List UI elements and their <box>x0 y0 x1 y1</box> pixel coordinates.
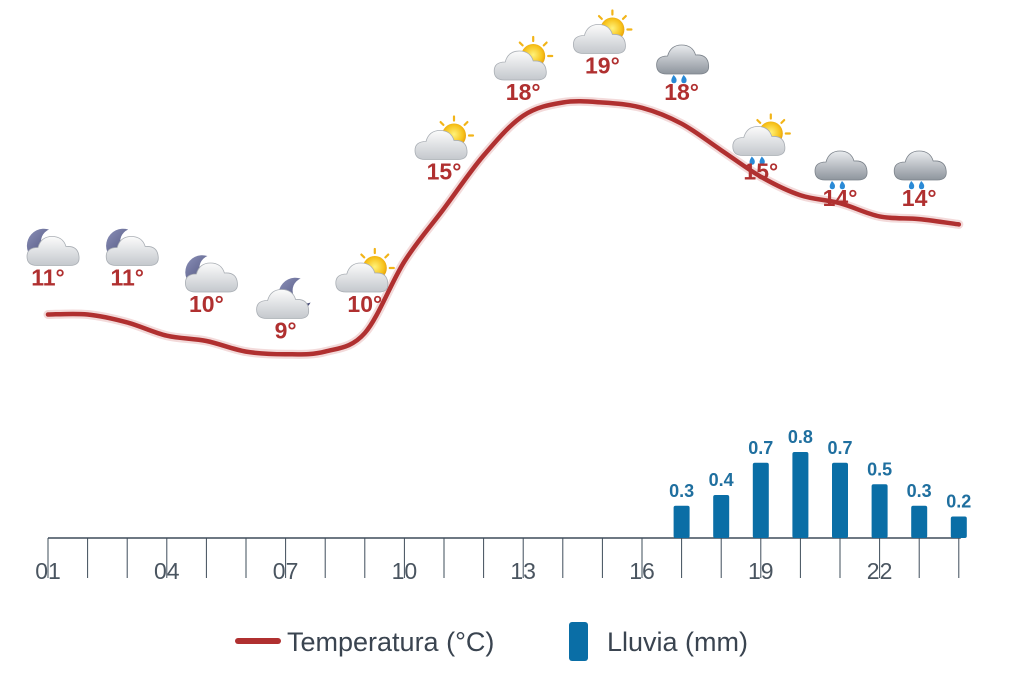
rain-bar <box>832 462 848 538</box>
temperature-label: 14° <box>902 185 937 211</box>
x-tick-label: 13 <box>510 558 536 584</box>
sun-cloud-icon <box>494 35 554 80</box>
temperature-label: 11° <box>31 265 65 291</box>
rain-bar <box>752 462 769 538</box>
temperature-label: 9° <box>275 318 297 344</box>
x-tick-label: 07 <box>273 558 299 584</box>
rain-bars: 0.3 0.4 0.7 0.8 0.7 0.5 0.3 0.2 <box>669 427 971 538</box>
temperature-label: 18° <box>664 79 699 105</box>
rain-cloud-icon <box>815 151 867 190</box>
temperature-label: 15° <box>743 159 778 185</box>
temperature-label: 19° <box>585 53 620 79</box>
rain-bar-label: 0.5 <box>867 459 892 479</box>
temperature-label: 11° <box>110 265 144 291</box>
x-tick-label: 10 <box>392 558 418 584</box>
rain-bar <box>871 484 888 538</box>
legend-rain-swatch <box>569 622 588 661</box>
temperature-line-glow <box>43 96 964 359</box>
temperature-label: 14° <box>823 185 858 211</box>
rain-bar <box>792 452 809 538</box>
x-tick-label: 01 <box>35 558 61 584</box>
x-axis: 01 04 07 10 13 16 19 22 <box>35 537 961 584</box>
x-tick-label: 19 <box>748 558 774 584</box>
temperature-line <box>45 99 962 357</box>
legend: Temperatura (°C) Lluvia (mm) <box>235 622 748 661</box>
legend-rain-label: Lluvia (mm) <box>607 627 748 657</box>
rain-bar-label: 0.8 <box>788 427 813 447</box>
x-tick-label: 04 <box>154 558 180 584</box>
temperature-label: 10° <box>189 291 224 317</box>
sun-cloud-icon <box>336 247 395 292</box>
moon-cloud-icon <box>106 228 158 266</box>
rain-bar-label: 0.3 <box>907 481 932 501</box>
sun-cloud-icon <box>573 9 633 54</box>
moon-cloud-icon <box>185 255 237 292</box>
legend-temperature-label: Temperatura (°C) <box>287 627 494 657</box>
rain-bar-label: 0.2 <box>946 492 971 512</box>
cloud-moon-icon <box>257 277 311 319</box>
temperature-line-group <box>43 96 964 359</box>
rain-bar <box>713 495 730 538</box>
rain-cloud-icon <box>657 45 709 84</box>
rain-bar <box>950 516 967 538</box>
x-tick-label: 22 <box>867 558 893 584</box>
rain-bar-label: 0.7 <box>748 438 773 458</box>
rain-bar <box>673 505 690 538</box>
sun-rain-cloud-icon <box>733 113 791 165</box>
temperature-label: 18° <box>506 79 541 105</box>
x-tick-label: 16 <box>629 558 655 584</box>
sun-cloud-icon <box>415 115 475 160</box>
temperature-label: 10° <box>347 291 382 317</box>
rain-bar-label: 0.3 <box>669 481 694 501</box>
moon-cloud-icon <box>27 228 79 266</box>
rain-cloud-icon <box>894 151 946 190</box>
rain-bar <box>911 505 928 538</box>
rain-bar-label: 0.4 <box>709 470 734 490</box>
temperature-label: 15° <box>427 159 462 185</box>
weather-icons: 11° 11° 10° 9° 10° 15° 18° 19° 18° 15° 14° 14° <box>27 9 946 344</box>
rain-bar-label: 0.7 <box>827 438 852 458</box>
